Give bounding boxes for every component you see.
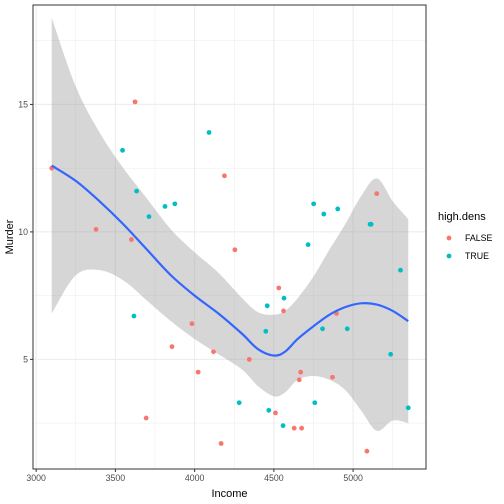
point-false bbox=[276, 285, 282, 291]
point-false bbox=[132, 99, 138, 105]
point-true bbox=[321, 211, 327, 217]
point-false bbox=[364, 448, 370, 454]
point-false bbox=[211, 349, 216, 355]
point-false bbox=[246, 356, 252, 362]
legend-key-true bbox=[446, 253, 452, 259]
point-false bbox=[195, 369, 201, 375]
x-axis-ticks: 3000 3500 4000 4500 5000 bbox=[26, 469, 363, 483]
x-tick-label: 4000 bbox=[185, 473, 205, 483]
point-true bbox=[206, 130, 212, 135]
point-true bbox=[312, 400, 318, 406]
legend-title: high.dens bbox=[438, 211, 486, 223]
point-true bbox=[305, 242, 311, 248]
legend: high.dens FALSE TRUE bbox=[438, 211, 493, 261]
point-false bbox=[169, 344, 175, 350]
y-tick-label: 10 bbox=[18, 227, 28, 237]
point-false bbox=[189, 321, 195, 327]
x-tick-label: 5000 bbox=[343, 473, 363, 483]
points bbox=[49, 99, 411, 454]
plot-background bbox=[33, 5, 426, 469]
point-true bbox=[344, 326, 350, 332]
point-true bbox=[264, 303, 270, 309]
point-false bbox=[273, 410, 278, 416]
point-true bbox=[405, 405, 411, 411]
point-true bbox=[263, 328, 269, 334]
point-false bbox=[330, 374, 335, 380]
point-true bbox=[368, 221, 374, 227]
point-false bbox=[218, 441, 224, 446]
point-false bbox=[129, 237, 134, 242]
point-false bbox=[143, 415, 149, 421]
point-false bbox=[296, 377, 302, 383]
point-true bbox=[398, 267, 403, 273]
x-tick-label: 3500 bbox=[106, 473, 126, 483]
y-axis-ticks: 5 10 15 bbox=[18, 99, 33, 364]
point-false bbox=[93, 226, 99, 232]
point-true bbox=[131, 313, 137, 319]
point-true bbox=[320, 326, 325, 332]
point-true bbox=[134, 188, 140, 194]
point-false bbox=[299, 425, 305, 431]
x-tick-label: 3000 bbox=[26, 473, 46, 483]
point-false bbox=[281, 308, 286, 314]
grid bbox=[33, 5, 426, 469]
point-false bbox=[374, 191, 380, 197]
y-tick-label: 5 bbox=[23, 354, 28, 364]
legend-label: TRUE bbox=[465, 251, 489, 261]
point-true bbox=[388, 351, 394, 357]
x-axis-title: Income bbox=[211, 488, 247, 500]
point-false bbox=[298, 369, 304, 375]
y-axis-title: Murder bbox=[4, 219, 16, 254]
point-true bbox=[146, 214, 152, 220]
y-tick-label: 15 bbox=[18, 99, 28, 109]
point-true bbox=[172, 201, 178, 207]
legend-key-false bbox=[446, 235, 452, 241]
plot-border bbox=[32, 4, 427, 470]
confidence-band bbox=[51, 17, 409, 431]
point-true bbox=[120, 147, 125, 153]
point-true bbox=[280, 423, 286, 429]
point-false bbox=[222, 173, 227, 179]
point-true bbox=[162, 204, 168, 209]
point-false bbox=[291, 425, 297, 431]
point-true bbox=[236, 400, 242, 406]
point-true bbox=[266, 407, 272, 413]
legend-label: FALSE bbox=[465, 233, 493, 243]
smooth-line bbox=[51, 164, 409, 357]
point-true bbox=[311, 201, 317, 207]
point-false bbox=[232, 247, 238, 253]
point-true bbox=[281, 295, 287, 301]
point-true bbox=[335, 206, 341, 212]
x-tick-label: 4500 bbox=[264, 473, 284, 483]
